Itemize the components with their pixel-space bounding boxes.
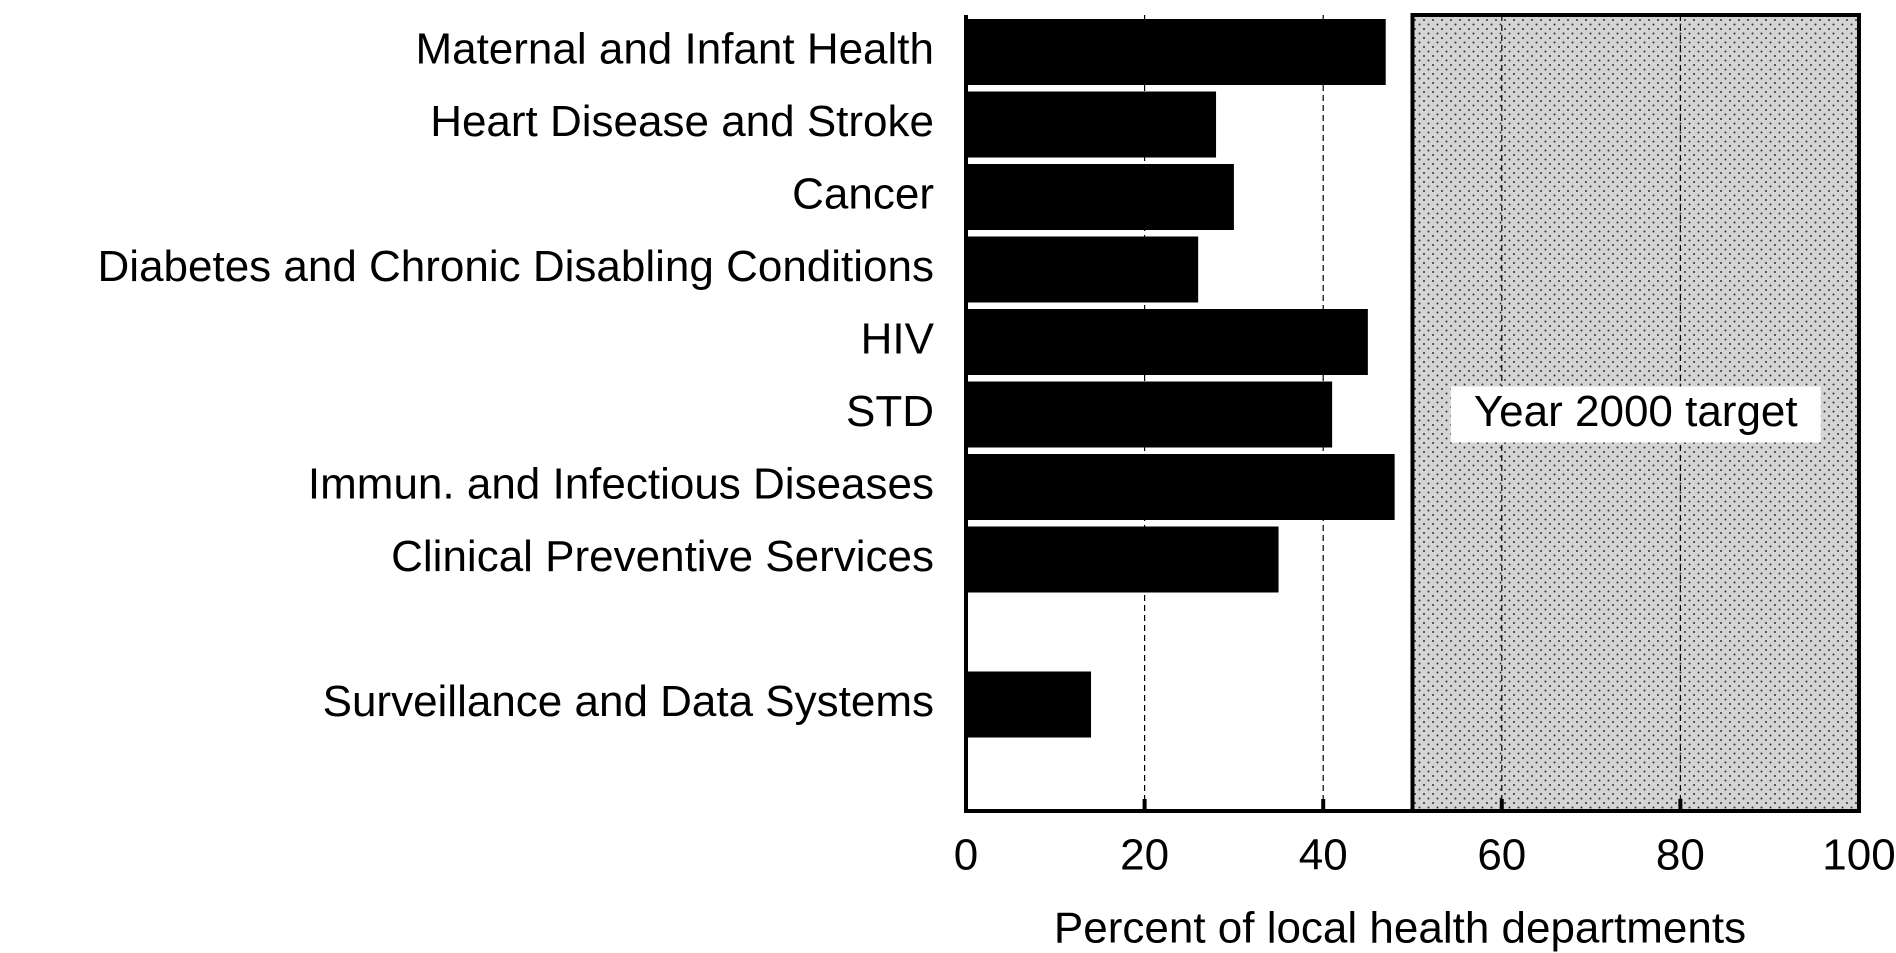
x-tick-label: 20 — [1120, 831, 1169, 880]
x-tick-label: 60 — [1477, 831, 1526, 880]
x-axis-label: Percent of local health departments — [1054, 904, 1746, 953]
y-tick-label: Clinical Preventive Services — [391, 532, 934, 581]
bar — [966, 236, 1199, 303]
y-tick-label: HIV — [861, 315, 935, 364]
y-tick-label: Surveillance and Data Systems — [323, 677, 934, 726]
y-tick-label: Heart Disease and Stroke — [430, 97, 934, 146]
x-tick-label: 80 — [1656, 831, 1705, 880]
bar — [966, 164, 1234, 230]
x-tick-label: 40 — [1299, 831, 1348, 880]
y-tick-label: Cancer — [792, 170, 934, 219]
target-label: Year 2000 target — [1474, 387, 1798, 436]
y-tick-label: Maternal and Infant Health — [415, 25, 934, 74]
bar — [966, 91, 1217, 158]
target-label-bg — [1450, 386, 1821, 443]
bar — [966, 19, 1386, 85]
x-tick-label: 0 — [954, 831, 978, 880]
y-tick-label: STD — [846, 387, 934, 436]
y-tick-label: Immun. and Infectious Diseases — [308, 460, 934, 509]
bar — [966, 309, 1368, 375]
bar — [966, 526, 1279, 593]
bar — [966, 381, 1333, 448]
bar — [966, 671, 1092, 738]
bar — [966, 454, 1395, 520]
x-tick-label: 100 — [1822, 831, 1895, 880]
y-tick-label: Diabetes and Chronic Disabling Condition… — [98, 242, 934, 291]
